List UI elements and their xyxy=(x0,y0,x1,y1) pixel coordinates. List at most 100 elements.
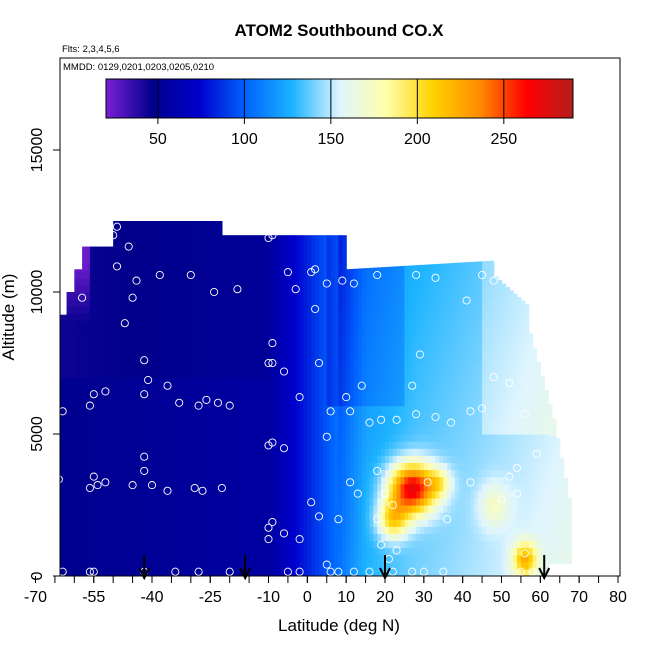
field-cell xyxy=(427,398,433,407)
field-cell xyxy=(152,519,157,527)
field-cell xyxy=(330,384,336,392)
field-cell xyxy=(307,469,312,478)
field-cell xyxy=(423,462,429,471)
field-cell xyxy=(427,292,433,300)
field-cell xyxy=(70,462,75,471)
field-cell xyxy=(186,490,192,499)
field-cell xyxy=(210,547,215,556)
field-cell xyxy=(416,434,421,442)
field-cell xyxy=(435,306,440,314)
field-cell xyxy=(97,313,103,321)
field-cell xyxy=(419,348,425,357)
field-cell xyxy=(70,540,75,549)
field-cell xyxy=(66,497,72,506)
field-cell xyxy=(404,483,409,492)
field-cell xyxy=(326,242,332,250)
field-cell xyxy=(245,270,250,279)
field-cell xyxy=(93,561,99,570)
field-cell xyxy=(78,497,83,506)
field-cell xyxy=(365,554,371,563)
field-cell xyxy=(388,299,394,307)
field-cell xyxy=(408,483,413,492)
field-cell xyxy=(272,526,277,534)
field-cell xyxy=(82,526,87,534)
field-cell xyxy=(163,384,169,392)
field-cell xyxy=(408,320,413,329)
field-cell xyxy=(276,242,281,250)
field-cell xyxy=(148,235,153,243)
field-cell xyxy=(287,547,293,556)
field-cell xyxy=(117,448,122,456)
field-cell xyxy=(155,505,161,513)
field-cell xyxy=(214,313,219,321)
field-cell xyxy=(113,412,118,421)
field-cell xyxy=(194,263,200,272)
field-cell xyxy=(268,519,273,527)
field-cell xyxy=(252,405,258,414)
field-cell xyxy=(256,533,262,542)
field-cell xyxy=(233,256,239,265)
field-cell xyxy=(117,441,122,449)
field-cell xyxy=(132,434,138,442)
field-cell xyxy=(89,284,95,293)
field-cell xyxy=(350,370,355,378)
field-cell xyxy=(365,426,371,435)
field-cell xyxy=(210,512,215,520)
field-cell xyxy=(291,270,297,279)
field-cell xyxy=(171,292,176,300)
field-cell xyxy=(89,334,95,343)
field-cell xyxy=(419,412,425,421)
field-cell xyxy=(303,242,308,250)
field-cell xyxy=(190,306,196,314)
field-cell xyxy=(186,554,192,563)
field-cell xyxy=(82,405,87,414)
field-cell xyxy=(186,292,192,300)
field-cell xyxy=(427,568,433,576)
field-cell xyxy=(431,320,437,329)
field-cell xyxy=(404,355,409,364)
field-cell xyxy=(233,405,239,414)
field-cell xyxy=(218,334,223,343)
field-cell xyxy=(225,292,231,300)
field-cell xyxy=(55,548,59,556)
field-cell xyxy=(148,334,153,343)
field-cell xyxy=(82,419,87,428)
field-cell xyxy=(280,483,285,492)
field-cell xyxy=(342,483,347,492)
field-cell xyxy=(284,348,289,357)
field-cell xyxy=(334,490,339,499)
field-cell xyxy=(291,235,297,243)
field-cell xyxy=(454,327,460,336)
field-cell xyxy=(252,483,258,492)
field-cell xyxy=(377,299,382,307)
field-cell xyxy=(338,370,343,378)
field-cell xyxy=(124,533,130,542)
field-cell xyxy=(264,256,270,265)
field-cell xyxy=(140,554,145,563)
field-cell xyxy=(101,547,106,556)
field-cell xyxy=(159,434,165,442)
field-cell xyxy=(462,313,468,321)
field-cell xyxy=(190,263,196,272)
field-cell xyxy=(276,412,281,421)
field-cell xyxy=(206,398,211,407)
field-cell xyxy=(132,561,138,570)
field-cell xyxy=(303,391,308,400)
field-cell xyxy=(155,292,161,300)
field-cell xyxy=(264,568,270,576)
field-cell xyxy=(183,398,188,407)
field-cell xyxy=(334,469,339,478)
field-cell xyxy=(427,284,433,293)
field-cell xyxy=(260,398,266,407)
field-cell xyxy=(377,363,382,371)
field-cell xyxy=(66,341,72,350)
field-cell xyxy=(101,448,106,456)
field-cell xyxy=(117,327,122,336)
field-cell xyxy=(416,561,421,570)
field-cell xyxy=(202,377,207,385)
field-cell xyxy=(105,256,110,265)
field-cell xyxy=(66,355,72,364)
field-cell xyxy=(132,483,138,492)
field-cell xyxy=(233,377,239,385)
field-cell xyxy=(89,313,95,321)
